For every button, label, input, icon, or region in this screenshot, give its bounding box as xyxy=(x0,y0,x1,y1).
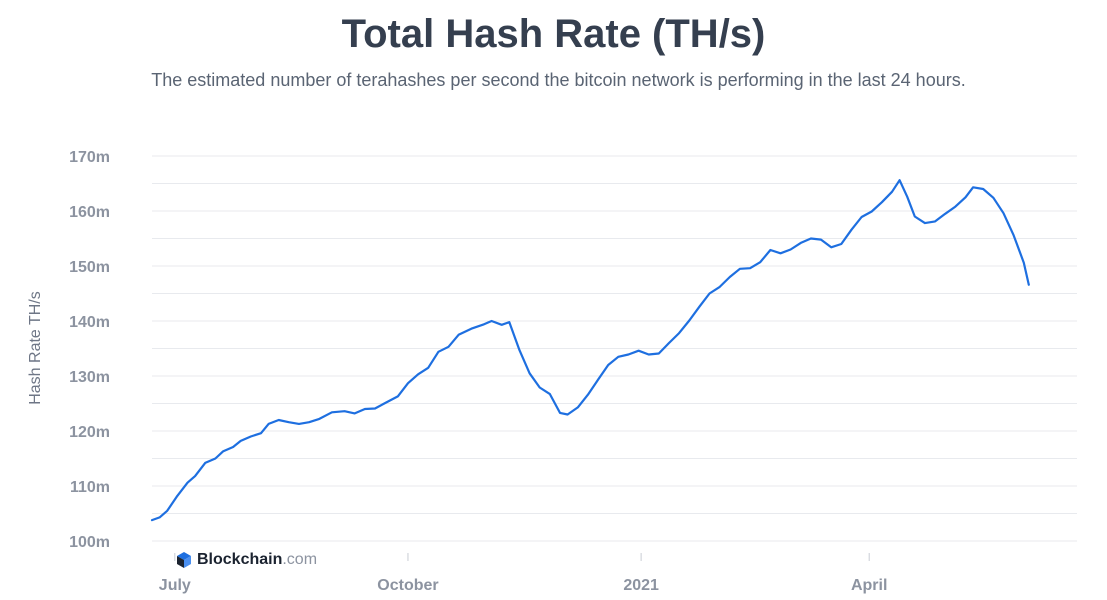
watermark-suffix: .com xyxy=(282,551,318,568)
grid-lines xyxy=(152,155,1077,542)
y-axis-label: Hash Rate TH/s xyxy=(27,291,44,405)
series-line xyxy=(150,179,1030,522)
x-tick-label: July xyxy=(159,577,191,594)
y-axis-ticks: 100m 110m 120m 130m 140m 150m 160m 170m xyxy=(69,149,110,551)
series-layer xyxy=(150,179,1030,522)
y-tick-label: 160m xyxy=(69,204,110,221)
y-tick-label: 100m xyxy=(69,534,110,551)
y-tick-label: 150m xyxy=(69,259,110,276)
y-tick-label: 130m xyxy=(69,369,110,386)
x-axis-ticks: July October 2021 April xyxy=(159,553,887,594)
chart-subtitle: The estimated number of terahashes per s… xyxy=(151,70,966,90)
y-tick-label: 140m xyxy=(69,314,110,331)
y-tick-label: 120m xyxy=(69,424,110,441)
watermark-brand: Blockchain xyxy=(197,551,283,568)
chart-title: Total Hash Rate (TH/s) xyxy=(341,12,766,56)
x-tick-label: October xyxy=(377,577,438,594)
x-tick-label: 2021 xyxy=(623,577,659,594)
blockchain-watermark: Blockchain .com xyxy=(175,551,317,569)
x-tick-label: April xyxy=(851,577,887,594)
y-tick-label: 170m xyxy=(69,149,110,166)
y-tick-label: 110m xyxy=(70,479,110,496)
blockchain-cube-icon xyxy=(175,551,193,569)
